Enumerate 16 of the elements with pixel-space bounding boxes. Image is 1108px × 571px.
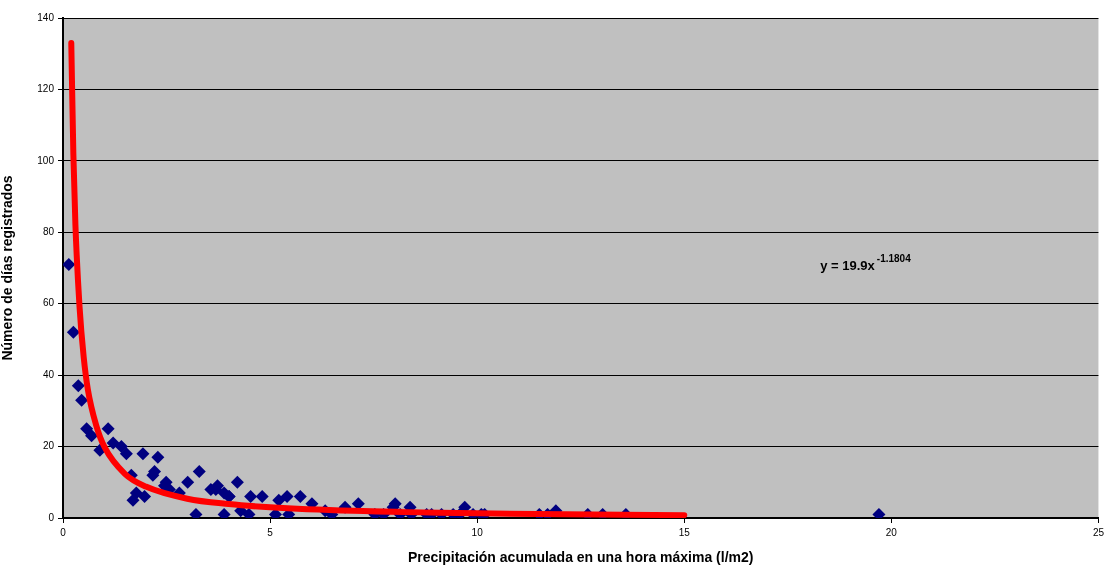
y-tick-label: 100 [37,154,55,166]
y-tick-label: 40 [42,368,55,380]
y-tick-label: 60 [42,297,55,309]
y-tick-label: 80 [42,226,55,238]
y-tick-label: 0 [48,511,55,523]
x-axis-title: Precipitación acumulada en una hora máxima (l/m2) [407,549,754,566]
x-tick-label: 25 [1092,526,1105,538]
y-tick-label: 120 [37,83,55,95]
x-tick-label: 20 [885,526,898,538]
x-tick-label: 0 [60,526,67,538]
y-axis-title: Número de días registrados [0,175,16,361]
y-tick-label: 20 [42,440,55,452]
x-tick-label: 15 [678,526,691,538]
y-tick-label: 140 [37,11,55,23]
x-tick-label: 5 [267,526,274,538]
x-tick-label: 10 [471,526,484,538]
